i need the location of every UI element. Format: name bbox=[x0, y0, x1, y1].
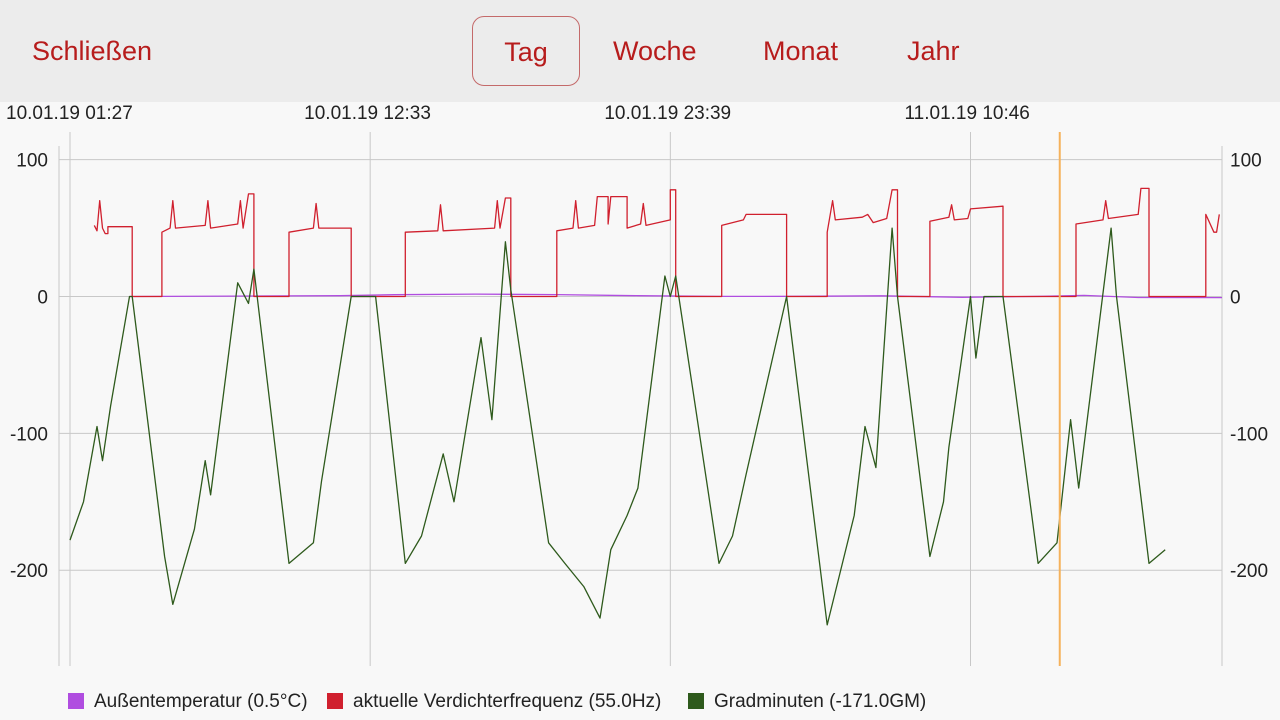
x-tick-label: 10.01.19 23:39 bbox=[604, 103, 731, 124]
line-chart[interactable]: 100 100 0 0 -100 -100 -200 -200 10.01.19 01:27 10… bbox=[0, 102, 1280, 684]
tab-day[interactable]: Tag bbox=[472, 16, 580, 86]
toolbar: Schließen Tag Woche Monat Jahr bbox=[0, 0, 1280, 102]
legend: Außentemperatur (0.5°C) aktuelle Verdich… bbox=[0, 684, 1280, 720]
y-tick-label-left: 100 bbox=[16, 151, 48, 172]
legend-label-gradminuten: Gradminuten (-171.0GM) bbox=[714, 691, 927, 712]
y-tick-label-right: -200 bbox=[1230, 561, 1268, 582]
chart-area[interactable]: 100 100 0 0 -100 -100 -200 -200 10.01.19 01:27 10… bbox=[0, 102, 1280, 684]
x-tick-label: 10.01.19 12:33 bbox=[304, 103, 431, 124]
legend-label-frequency: aktuelle Verdichterfrequenz (55.0Hz) bbox=[353, 691, 662, 712]
series-line-frequency bbox=[93, 187, 1220, 298]
legend-label-temperature: Außentemperatur (0.5°C) bbox=[94, 691, 308, 712]
legend-swatch-frequency bbox=[327, 693, 343, 709]
legend-item-frequency: aktuelle Verdichterfrequenz (55.0Hz) bbox=[327, 691, 661, 713]
y-tick-label-right: -100 bbox=[1230, 424, 1268, 445]
tab-month[interactable]: Monat bbox=[763, 16, 838, 86]
y-tick-label-right: 0 bbox=[1230, 288, 1241, 309]
y-tick-label-left: 0 bbox=[37, 288, 48, 309]
legend-item-gradminuten: Gradminuten (-171.0GM) bbox=[688, 691, 926, 713]
x-tick-label: 10.01.19 01:27 bbox=[6, 103, 133, 124]
close-button[interactable]: Schließen bbox=[32, 16, 152, 86]
series-line-gradminuten bbox=[69, 227, 1166, 626]
legend-swatch-gradminuten bbox=[688, 693, 704, 709]
tab-week[interactable]: Woche bbox=[613, 16, 697, 86]
y-tick-label-left: -200 bbox=[10, 561, 48, 582]
x-tick-label: 11.01.19 10:46 bbox=[905, 103, 1030, 124]
y-tick-label-right: 100 bbox=[1230, 151, 1262, 172]
legend-item-temperature: Außentemperatur (0.5°C) bbox=[68, 691, 308, 713]
y-tick-label-left: -100 bbox=[10, 424, 48, 445]
legend-swatch-temperature bbox=[68, 693, 84, 709]
tab-year[interactable]: Jahr bbox=[907, 16, 960, 86]
